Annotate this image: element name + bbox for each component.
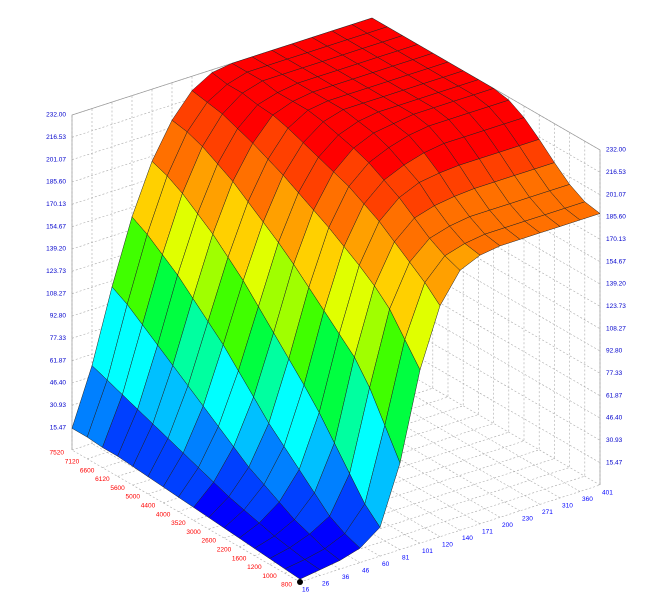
- x-tick-label: 1200: [247, 564, 262, 571]
- x-tick-label: 4000: [156, 511, 171, 518]
- y-tick-label: 271: [542, 509, 553, 516]
- y-tick-label: 171: [482, 529, 493, 536]
- z-tick-label: 201.07: [606, 191, 626, 198]
- z-tick-label: 154.67: [46, 223, 66, 230]
- y-tick-label: 101: [422, 548, 433, 555]
- y-tick-label: 81: [402, 554, 410, 561]
- y-tick-label: 310: [562, 503, 573, 510]
- z-tick-label: 232.00: [46, 112, 66, 119]
- x-tick-label: 7520: [50, 450, 65, 457]
- surface-cell: [284, 559, 321, 580]
- z-tick-label: 92.80: [50, 313, 67, 320]
- x-tick-label: 4400: [141, 503, 156, 510]
- z-tick-label: 46.40: [606, 415, 623, 422]
- y-tick-label: 230: [522, 516, 533, 523]
- y-tick-label: 360: [582, 496, 593, 503]
- z-tick-label: 30.93: [606, 437, 623, 444]
- y-tick-label: 60: [382, 561, 390, 568]
- z-tick-label: 139.20: [46, 246, 66, 253]
- y-tick-label: 200: [502, 522, 513, 529]
- z-tick-label: 15.47: [606, 459, 623, 466]
- z-tick-label: 232.00: [606, 147, 626, 154]
- z-tick-label: 61.87: [606, 392, 623, 399]
- x-tick-label: 2200: [217, 547, 232, 554]
- z-tick-label: 201.07: [46, 156, 66, 163]
- z-tick-label: 30.93: [50, 402, 67, 409]
- x-tick-label: 5000: [126, 494, 141, 501]
- z-tick-label: 77.33: [606, 370, 623, 377]
- x-tick-label: 3000: [186, 529, 201, 536]
- z-tick-label: 139.20: [606, 281, 626, 288]
- z-tick-label: 185.60: [606, 214, 626, 221]
- z-tick-label: 123.73: [606, 303, 626, 310]
- x-tick-label: 6600: [80, 467, 95, 474]
- z-tick-label: 108.27: [46, 290, 66, 297]
- x-tick-label: 5600: [110, 485, 125, 492]
- z-tick-label: 154.67: [606, 258, 626, 265]
- z-tick-label: 46.40: [50, 380, 67, 387]
- x-tick-label: 6120: [95, 476, 110, 483]
- z-tick-label: 216.53: [606, 169, 626, 176]
- y-tick-label: 46: [362, 567, 370, 574]
- y-tick-label: 120: [442, 541, 453, 548]
- y-tick-label: 401: [602, 490, 613, 497]
- z-tick-label: 170.13: [46, 201, 66, 208]
- x-tick-label: 1600: [232, 555, 247, 562]
- x-tick-label: 800: [281, 582, 292, 589]
- y-tick-label: 140: [462, 535, 473, 542]
- z-tick-label: 92.80: [606, 348, 623, 355]
- x-tick-label: 3520: [171, 520, 186, 527]
- z-tick-label: 15.47: [50, 424, 67, 431]
- y-tick-label: 16: [302, 587, 310, 594]
- x-tick-label: 7120: [65, 459, 80, 466]
- z-tick-label: 216.53: [46, 134, 66, 141]
- z-tick-label: 170.13: [606, 236, 626, 243]
- origin-marker: [297, 579, 303, 585]
- x-tick-label: 2600: [202, 538, 217, 545]
- z-tick-label: 185.60: [46, 179, 66, 186]
- y-tick-label: 36: [342, 574, 350, 581]
- z-tick-label: 108.27: [606, 325, 626, 332]
- y-tick-label: 26: [322, 580, 330, 587]
- z-tick-label: 77.33: [50, 335, 67, 342]
- x-tick-label: 1000: [262, 573, 277, 580]
- z-tick-label: 123.73: [46, 268, 66, 275]
- z-tick-label: 61.87: [50, 357, 67, 364]
